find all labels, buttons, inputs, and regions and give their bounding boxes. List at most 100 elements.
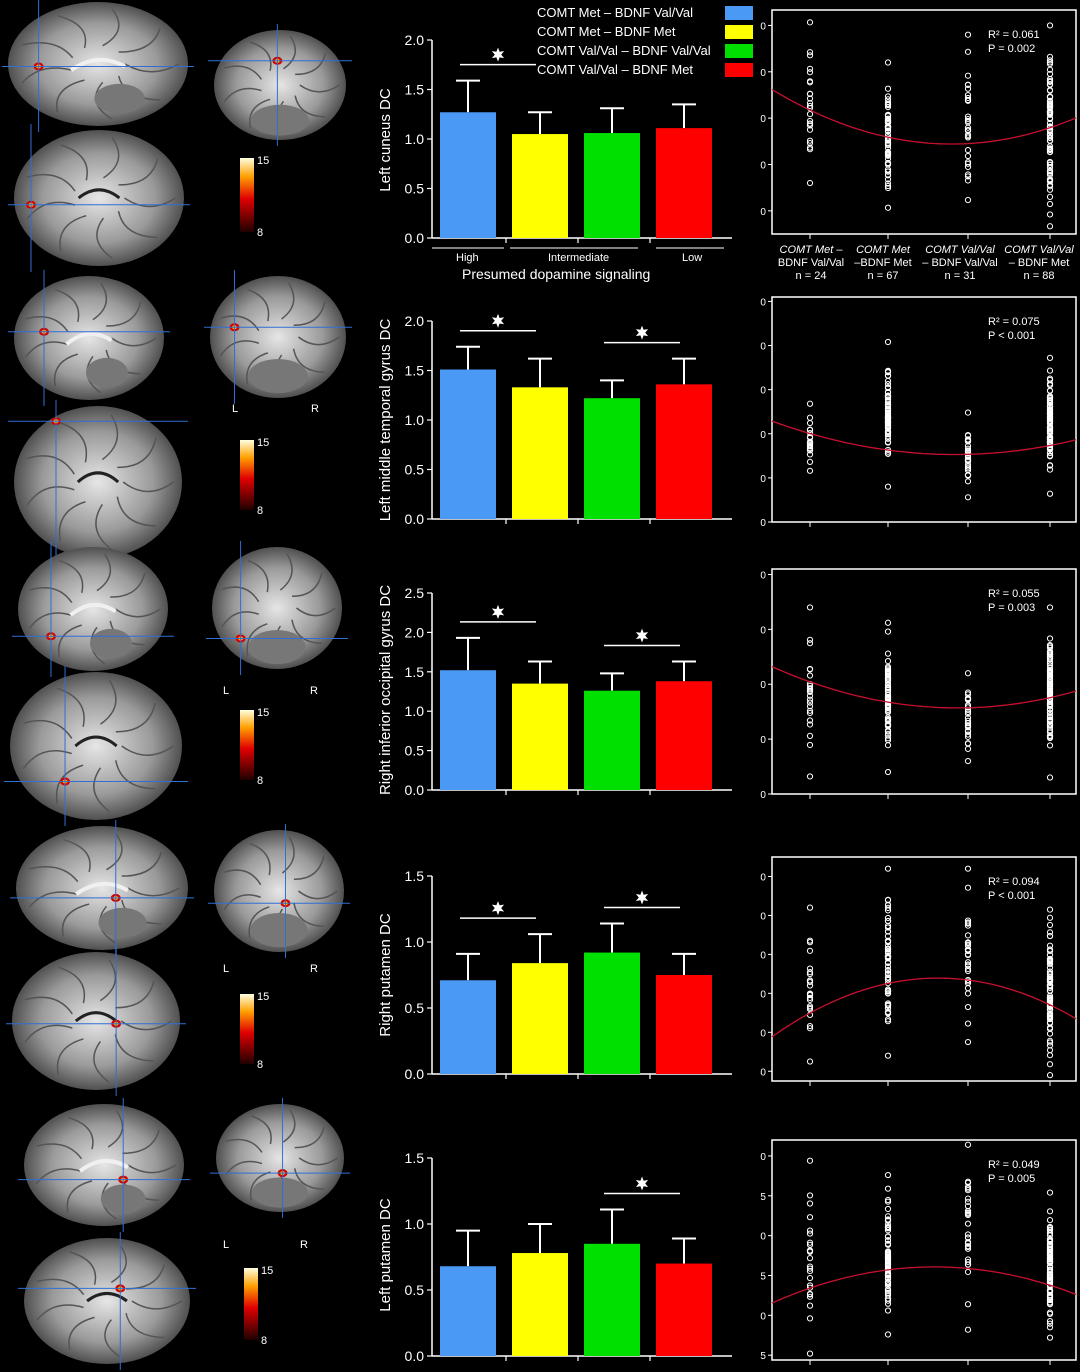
p-value-label: P = 0.003 [988,602,1035,614]
data-point [1046,387,1054,394]
sulcus [36,1278,85,1295]
p-value-label: P < 0.001 [988,890,1035,902]
data-point [806,137,814,144]
data-point [964,432,972,439]
data-point [884,1287,892,1295]
sulcus [103,137,120,179]
data-point [884,628,892,635]
data-point [884,1253,892,1261]
colorbar-min-label: 8 [261,1335,267,1347]
data-point [806,741,814,749]
scatter-plot: 0.50 1.00 1.50 2.00 2.50 R² = 0.055 P = 0.003 [760,568,1077,801]
data-point [1046,406,1054,413]
data-point [884,160,892,167]
y-tick-label: 0.5 [405,1282,425,1298]
group-label-n: n = 31 [944,270,976,282]
sulcus [67,1116,94,1150]
sulcus [117,437,157,469]
group-label: COMT Val/Val – BDNF Met n = 88 [998,244,1080,283]
data-point [964,1220,972,1227]
legend-label: COMT Val/Val – BDNF Val/Val [537,43,711,58]
data-point [1046,200,1054,208]
data-point [964,990,972,997]
ventricle [74,1011,118,1023]
data-point [884,1198,892,1205]
corpus-callosum [69,602,117,617]
sulcus [59,559,84,594]
legend: COMT Met – BDNF Val/Val COMT Met – BDNF … [533,4,753,80]
data-point [884,483,892,490]
data-point [964,494,972,501]
data-point [806,1350,814,1357]
data-point [806,1192,814,1199]
sulcus [121,745,174,756]
data-point [964,865,972,872]
coronal-slice [204,270,352,404]
data-point [884,1223,892,1231]
data-point [964,959,972,966]
data-point [806,139,814,147]
data-point [806,707,814,714]
data-point [1046,66,1054,73]
sulcus [101,414,119,461]
data-point [806,102,814,110]
sulcus [298,890,338,900]
brain-outline [24,1238,190,1364]
sulcus [296,607,336,617]
y-tick-label: 0.0 [405,230,425,246]
data-point [806,65,814,72]
right-label: R [310,685,318,697]
data-point [1046,714,1054,721]
sulcus [106,301,142,327]
data-point [806,947,814,954]
y-tick-label: 1.40 [760,872,766,883]
sulcus [125,1312,165,1339]
data-point [884,1282,892,1289]
ventricle [76,471,120,484]
data-point [884,182,892,190]
bar [440,112,496,238]
data-point [884,124,892,131]
data-point [884,1260,892,1267]
data-point [1046,1072,1054,1079]
sulcus [291,572,323,597]
sulcus [223,894,261,911]
brain-outline [210,276,346,398]
data-point [1046,1310,1054,1318]
data-point [964,1301,972,1308]
data-point [806,1003,814,1010]
data-point [1046,161,1054,168]
y-tick-label: 0.5 [405,1000,425,1016]
data-point [806,682,814,689]
legend-label: COMT Met – BDNF Met [537,24,676,39]
data-point [884,924,892,931]
colorbar-min-label: 8 [257,775,263,787]
bar [512,963,568,1074]
sulcus [60,144,88,181]
data-point [1046,1266,1054,1273]
data-point [884,393,892,400]
y-tick-label: 0.50 [760,790,766,801]
data-point [964,1243,972,1250]
sulcus [283,35,297,70]
y-axis-label: Right putamen DC [377,913,394,1037]
p-value-label: P = 0.002 [988,43,1035,55]
data-point [806,1263,814,1270]
data-point [964,31,972,38]
y-tick-label: 1.0 [405,412,425,428]
data-point [806,19,814,26]
sulcus [96,217,113,259]
data-point [1046,428,1054,435]
data-point [964,113,972,120]
sulcus [297,336,340,346]
data-point [964,710,972,717]
data-point [1046,669,1054,676]
data-point [1046,705,1054,713]
data-point [1046,53,1054,60]
signaling-low: Low [682,252,703,264]
legend-swatch [725,63,753,77]
data-point [1046,742,1054,749]
data-point [884,976,892,983]
bar-chart: 0.0 0.5 1.0 1.5 2.0 Left cuneus DC [377,32,732,246]
